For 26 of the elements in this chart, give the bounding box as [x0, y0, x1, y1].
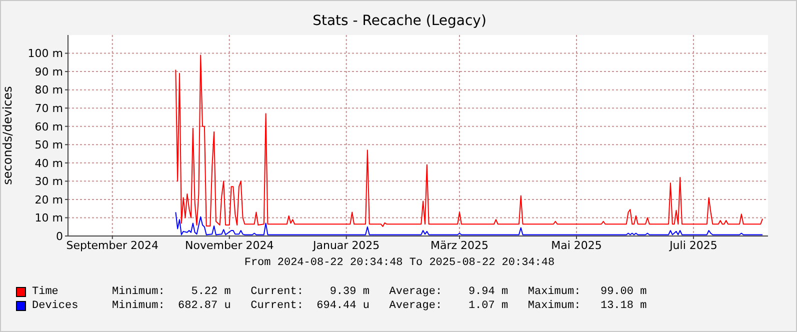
- y-tick-label: 100 m: [28, 47, 63, 60]
- line-series: [175, 212, 764, 236]
- line-series: [175, 54, 764, 227]
- y-axis-title: seconds/devices: [0, 86, 14, 185]
- x-tick-label: Januar 2025: [312, 238, 380, 252]
- y-tick-label: 50 m: [34, 138, 63, 152]
- y-tick-label: 40 m: [34, 156, 63, 170]
- legend-label: Time: [32, 285, 60, 299]
- y-tick-label: 20 m: [34, 193, 63, 206]
- legend-label: Devices: [32, 299, 80, 313]
- y-tick-label: 0: [56, 230, 63, 243]
- y-tick-label: 30 m: [34, 175, 63, 188]
- y-tick-label: 60 m: [34, 120, 63, 134]
- y-tick-label: 70 m: [34, 102, 63, 115]
- chart-title: Stats - Recache (Legacy): [312, 13, 488, 29]
- x-tick-label: Mai 2025: [551, 238, 602, 252]
- y-tick-label: 90 m: [34, 65, 63, 78]
- x-tick-label: Juli 2025: [668, 238, 718, 252]
- text: Minimum: 5.22 m Current: 9.39 m Average: 9.94 m Maximum: 99.00 m: [112, 285, 647, 299]
- x-tick-label: September 2024: [66, 238, 159, 252]
- text: From 2024-08-22 20:34:48 To 2025-08-22 20:34:48: [243, 257, 556, 269]
- text: Minimum: 682.87 u Current: 694.44 u Average: 1.07 m Maximum: 13.18 m: [112, 299, 647, 313]
- x-tick-label: März 2025: [430, 238, 489, 252]
- y-tick-label: 80 m: [34, 84, 63, 97]
- y-tick-label: 10 m: [34, 212, 63, 225]
- x-tick-label: November 2024: [185, 238, 274, 252]
